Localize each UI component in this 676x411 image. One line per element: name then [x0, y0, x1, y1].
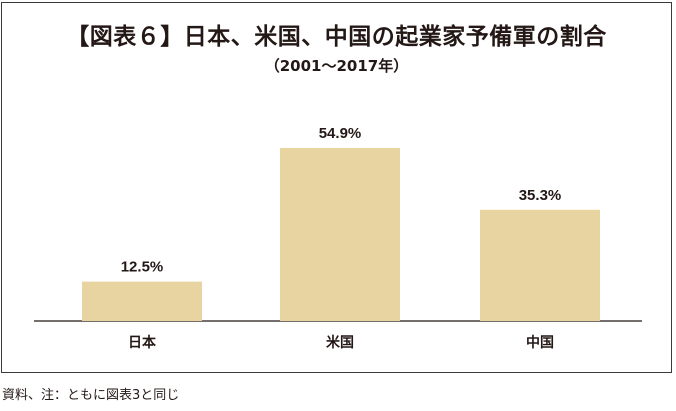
bar-2	[480, 209, 600, 321]
category-label-1: 米国	[326, 334, 354, 351]
bar-chart: 12.5% 日本 54.9% 米国 35.3% 中国	[34, 125, 642, 351]
chart-frame: 【図表６】日本、米国、中国の起業家予備軍の割合 （2001～2017年） 12.…	[1, 2, 672, 373]
category-label-2: 中国	[526, 334, 554, 351]
bar-1	[280, 148, 400, 321]
source-note: 資料、注：ともに図表3と同じ	[2, 388, 180, 403]
chart-title: 【図表６】日本、米国、中国の起業家予備軍の割合	[66, 24, 607, 50]
bar-value-label-1: 54.9%	[319, 125, 362, 142]
bar-0	[82, 281, 202, 321]
category-label-0: 日本	[128, 334, 157, 351]
bar-value-label-0: 12.5%	[121, 259, 164, 276]
bar-value-label-2: 35.3%	[519, 187, 562, 204]
chart-subtitle: （2001～2017年）	[264, 57, 409, 75]
